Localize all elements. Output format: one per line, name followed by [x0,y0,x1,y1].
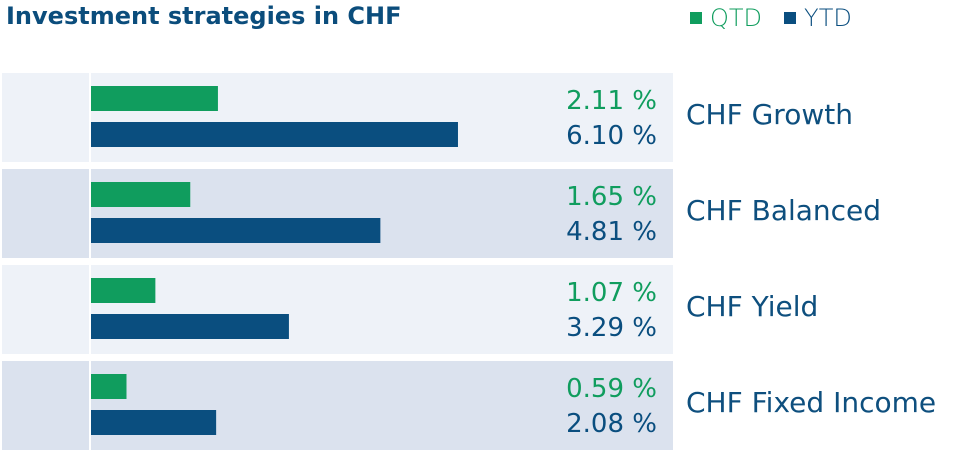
value-label-qtd-4: 0.59 % [566,374,657,404]
legend-item-ytd: YTD [784,4,852,32]
legend-label-ytd: YTD [804,4,852,32]
legend-swatch-ytd [784,12,797,24]
bar-ytd-3 [91,314,289,339]
value-label-ytd-1: 6.10 % [566,121,657,151]
category-label-1: CHF Growth [686,98,853,131]
category-label-3: CHF Yield [686,290,818,323]
bar-ytd-1 [91,122,458,147]
category-label-2: CHF Balanced [686,194,881,227]
legend: QTD YTD [690,4,852,32]
chart-title: Investment strategies in CHF [6,2,402,30]
value-label-ytd-4: 2.08 % [566,409,657,439]
bar-ytd-4 [91,410,217,435]
bar-qtd-1 [91,86,218,111]
legend-swatch-qtd [690,12,702,24]
value-label-qtd-3: 1.07 % [566,278,657,308]
value-label-qtd-1: 2.11 % [566,86,657,116]
bar-qtd-4 [91,374,127,399]
value-label-ytd-2: 4.81 % [566,217,657,247]
bar-qtd-2 [91,182,191,207]
value-label-qtd-2: 1.65 % [566,182,657,212]
bar-ytd-2 [91,218,381,243]
bar-qtd-3 [91,278,156,303]
category-label-4: CHF Fixed Income [686,386,936,419]
value-label-ytd-3: 3.29 % [566,313,657,343]
legend-label-qtd: QTD [710,4,763,32]
legend-item-qtd: QTD [690,4,762,32]
